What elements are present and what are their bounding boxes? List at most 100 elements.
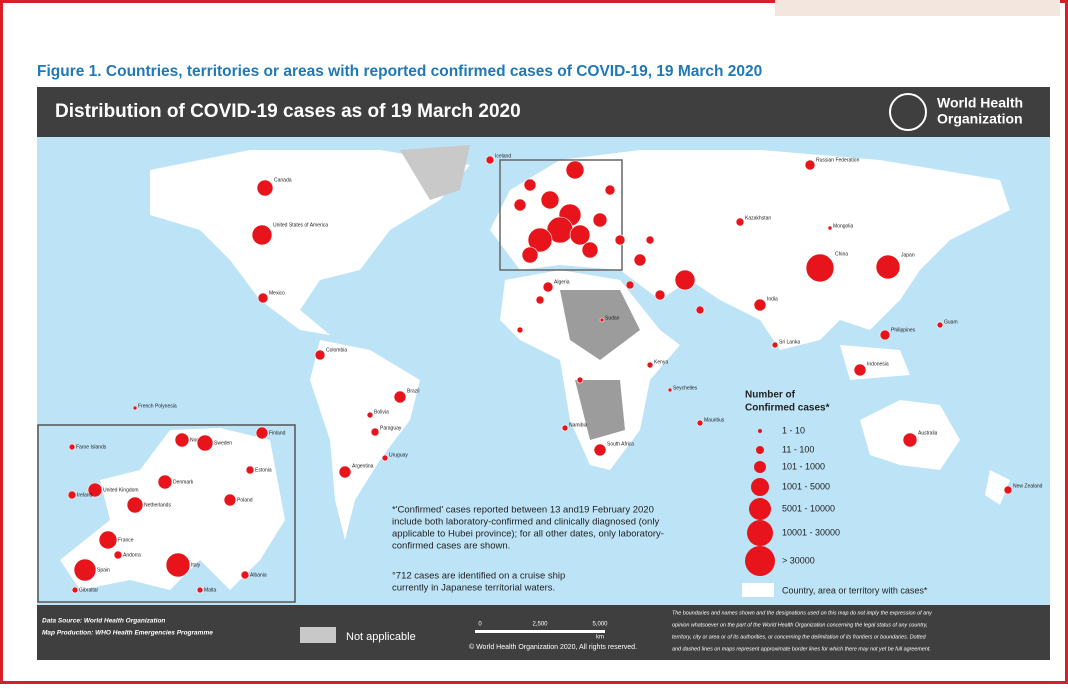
case-bubble <box>576 376 584 384</box>
country-label: Uruguay <box>389 452 408 458</box>
inset-label: Italy <box>191 562 201 568</box>
case-bubble <box>735 217 745 227</box>
case-bubble <box>902 432 918 448</box>
map: Canada United States of America Mexico Colo… <box>37 137 1050 605</box>
case-bubble <box>71 586 79 594</box>
case-bubble <box>599 317 605 323</box>
landmass <box>310 340 420 540</box>
country-label: Mexico <box>269 290 285 296</box>
country-label: Seychelles <box>673 385 698 391</box>
case-bubble <box>667 387 673 393</box>
case-bubble <box>527 227 553 253</box>
data-source: Data Source: World Health Organization <box>42 618 165 625</box>
inset-frame <box>499 159 623 271</box>
country-label: Guam <box>944 319 958 325</box>
scale-label: 5,000 <box>592 622 608 628</box>
case-bubble <box>370 427 380 437</box>
inset-label: United Kingdom <box>103 487 139 493</box>
case-bubble <box>68 443 76 451</box>
landmass <box>150 150 470 335</box>
country-label: Mongolia <box>833 223 854 229</box>
note-line: applicable to Hubei province); for all o… <box>392 529 664 540</box>
note-line: include both laboratory-confirmed and cl… <box>392 517 659 528</box>
landmass <box>400 145 470 200</box>
case-bubble <box>521 246 539 264</box>
case-bubble <box>523 178 537 192</box>
case-bubble <box>165 552 191 578</box>
figure-caption: Figure 1. Countries, territories or area… <box>37 63 762 80</box>
not-applicable-label: Not applicable <box>346 631 416 643</box>
inset-label: Andorra <box>123 552 141 558</box>
case-bubble <box>592 212 608 228</box>
case-bubble <box>625 280 635 290</box>
case-bubble <box>875 254 901 280</box>
note-line: °712 cases are identified on a cruise sh… <box>392 571 565 582</box>
scale-label: 2,500 <box>532 622 548 628</box>
legend-label: 1 - 10 <box>782 425 805 435</box>
landmass <box>985 470 1010 505</box>
country-label: Paraguay <box>380 425 402 431</box>
not-applicable-swatch <box>300 627 336 643</box>
notes: *'Confirmed' cases reported between 13 a… <box>392 505 664 594</box>
case-bubble <box>314 349 326 361</box>
legend-label: 11 - 100 <box>782 444 814 454</box>
case-bubble <box>853 363 867 377</box>
disclaimer-line: The boundaries and names shown and the d… <box>672 610 932 616</box>
case-bubble <box>257 292 269 304</box>
case-bubble <box>73 558 97 582</box>
case-bubble <box>805 253 835 283</box>
inset-label: Faroe Islands <box>76 444 107 450</box>
case-bubble <box>771 341 779 349</box>
landmass <box>490 150 1010 350</box>
case-bubble <box>936 321 944 329</box>
case-bubble <box>126 496 144 514</box>
case-bubble <box>256 179 274 197</box>
case-bubble <box>633 253 647 267</box>
inset-landmass <box>60 428 285 590</box>
not-applicable-area <box>560 290 640 440</box>
legend-bubble <box>751 478 769 496</box>
country-label: China <box>835 251 848 257</box>
disclaimer-line: opinion whatsoever on the part of the Wo… <box>672 622 928 628</box>
country-label: Australia <box>918 430 938 436</box>
logo-text: Organization <box>937 111 1023 127</box>
case-bubble <box>381 454 389 462</box>
inset-label: Netherlands <box>144 502 171 508</box>
inset-label: Ireland <box>77 492 93 498</box>
inset-label: Albania <box>250 572 267 578</box>
case-bubble <box>245 465 255 475</box>
scale-bar <box>475 630 605 633</box>
inset-label: Sweden <box>214 440 232 446</box>
top-tab <box>775 0 1060 16</box>
legend-title: Number of <box>745 390 796 401</box>
case-bubble <box>561 424 569 432</box>
legend-bubble <box>756 446 764 454</box>
case-bubble <box>338 465 352 479</box>
inset-label: Estonia <box>255 467 272 473</box>
case-bubble <box>513 198 527 212</box>
case-bubble <box>393 390 407 404</box>
country-label: Colombia <box>326 347 347 353</box>
inset-label: Gibraltar <box>79 587 99 593</box>
case-bubble <box>366 411 374 419</box>
case-bubble <box>240 570 250 580</box>
case-bubble <box>98 530 118 550</box>
country-label: Argentina <box>352 463 374 469</box>
country-label: Indonesia <box>867 361 889 367</box>
country-label: New Zealand <box>1013 483 1043 489</box>
legend-bubble <box>747 520 773 546</box>
case-bubble <box>67 490 77 500</box>
legend-label: 10001 - 30000 <box>782 527 840 537</box>
case-bubble <box>614 234 626 246</box>
inset-label: Spain <box>97 567 110 573</box>
inset-label: Finland <box>269 430 286 436</box>
country-label: Algeria <box>554 279 570 285</box>
case-bubble <box>565 160 585 180</box>
case-bubble <box>542 281 554 293</box>
country-label: Bolivia <box>374 409 389 415</box>
country-label: Japan <box>901 252 915 258</box>
note-line: confirmed cases are shown. <box>392 541 510 552</box>
scale-label: km <box>596 635 604 641</box>
country-label: Kenya <box>654 359 668 365</box>
